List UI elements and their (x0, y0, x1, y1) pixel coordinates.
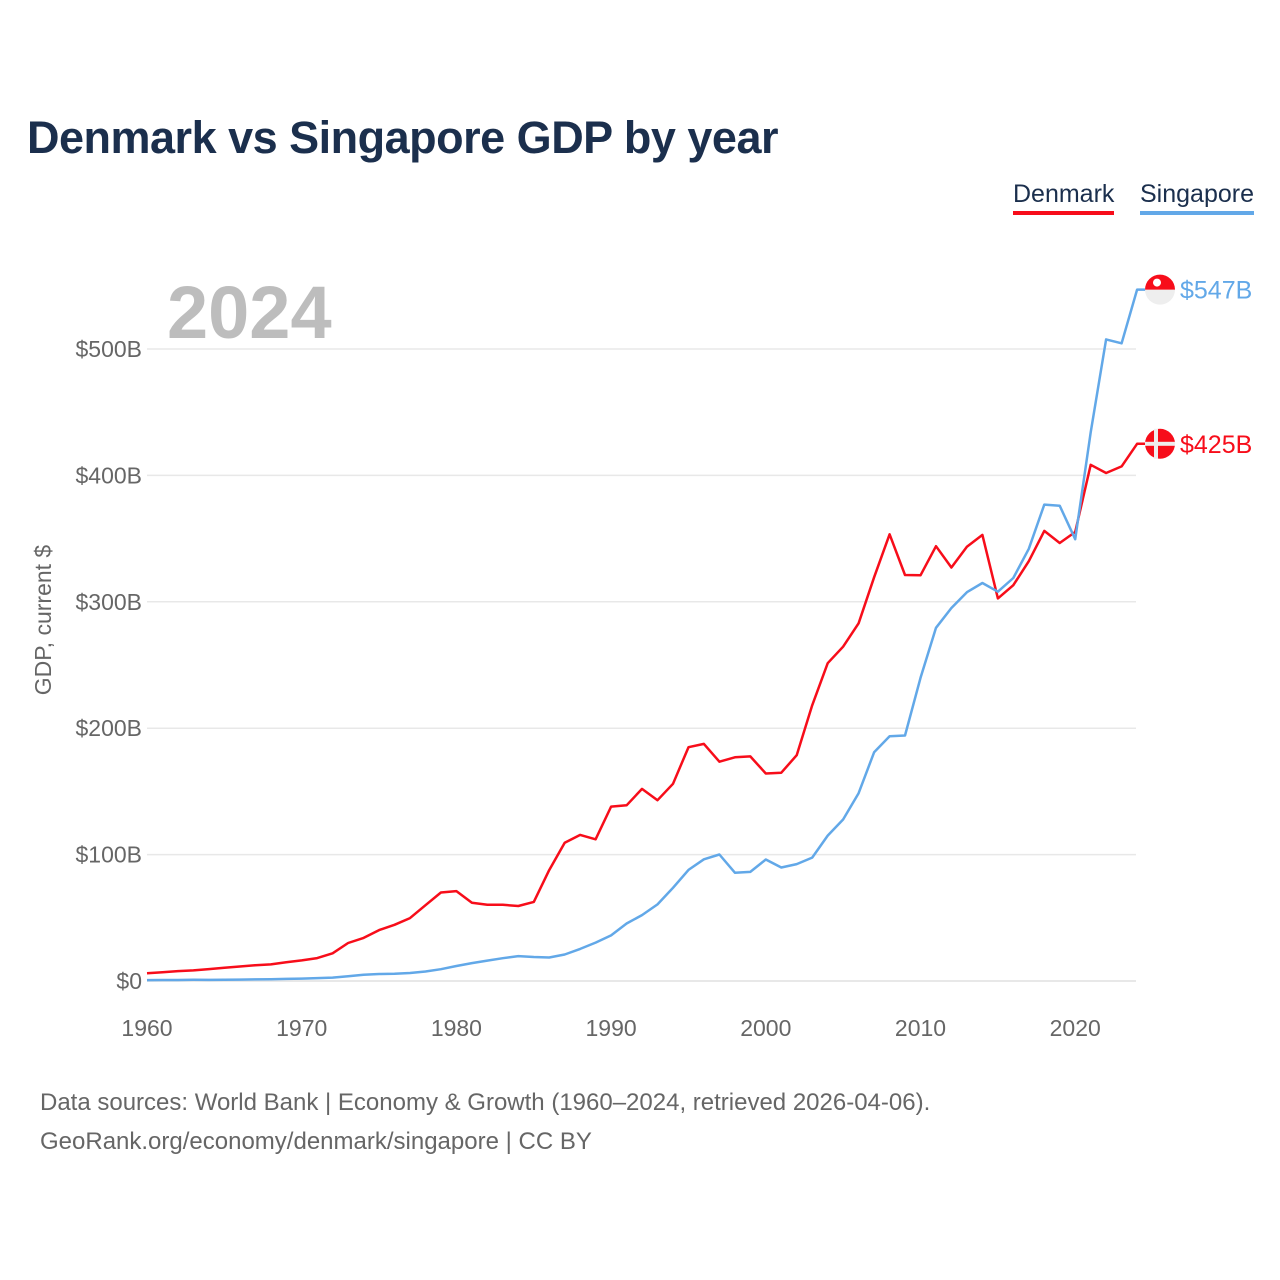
y-tick-label: $0 (116, 968, 142, 994)
y-tick-label: $100B (75, 842, 142, 868)
legend-denmark[interactable]: Denmark (1013, 180, 1115, 215)
x-tick-label: 2000 (740, 1015, 791, 1041)
series-line-singapore (146, 288, 1147, 982)
x-tick-label: 2020 (1050, 1015, 1101, 1041)
attribution-text: GeoRank.org/economy/denmark/singapore | … (40, 1128, 592, 1155)
data-source-text: Data sources: World Bank | Economy & Gro… (40, 1089, 931, 1116)
x-tick-label: 1990 (586, 1015, 637, 1041)
y-tick-label: $500B (75, 336, 142, 362)
y-tick-label: $300B (75, 589, 142, 615)
singapore-flag-moon (1153, 278, 1161, 287)
denmark-flag-cross (1154, 428, 1158, 459)
x-tick-label: 2010 (895, 1015, 946, 1041)
chart-title: Denmark vs Singapore GDP by year (27, 112, 779, 163)
footer: Data sources: World Bank | Economy & Gro… (40, 1083, 930, 1161)
series-line-denmark (146, 442, 1147, 975)
x-tick-label: 1980 (431, 1015, 482, 1041)
y-tick-label: $200B (75, 715, 142, 741)
x-tick-label: 1970 (276, 1015, 327, 1041)
legend-singapore[interactable]: Singapore (1140, 180, 1254, 215)
end-value-label-singapore: $547B (1180, 277, 1252, 305)
y-tick-label: $400B (75, 462, 142, 488)
x-tick-label: 1960 (121, 1015, 172, 1041)
end-value-label-denmark: $425B (1180, 431, 1252, 459)
year-label: 2024 (167, 271, 332, 354)
denmark-flag-cross (1145, 441, 1175, 446)
y-axis-label: GDP, current $ (30, 545, 56, 696)
